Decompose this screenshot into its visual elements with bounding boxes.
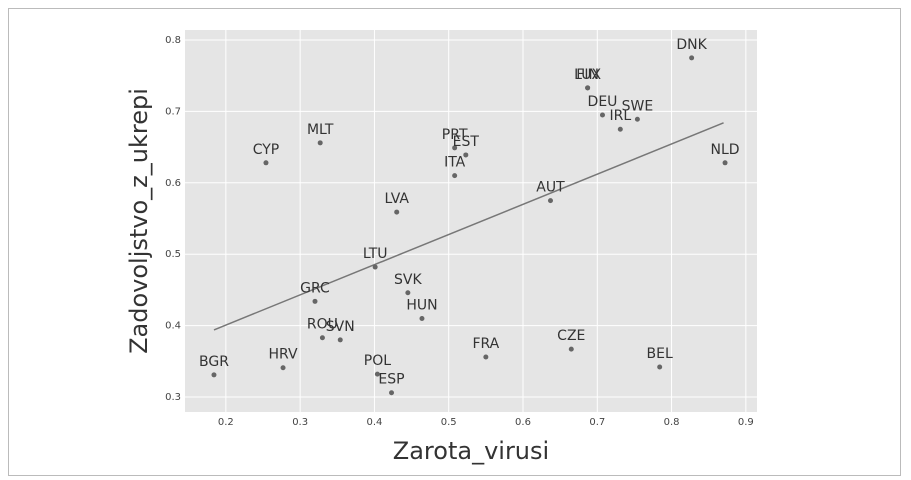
point [372, 264, 378, 270]
x-tick-label: 0.6 [515, 417, 531, 428]
point [394, 209, 400, 215]
point-label: IRL [609, 108, 631, 124]
point [317, 140, 323, 146]
point-label: SVK [394, 272, 422, 288]
x-tick-label: 0.3 [292, 417, 308, 428]
point-label: CZE [557, 328, 585, 344]
point-label: DEU [588, 94, 618, 110]
point [599, 112, 605, 118]
point-label: LUX [574, 67, 601, 83]
x-tick-label: 0.7 [589, 417, 605, 428]
y-tick-label: 0.6 [165, 178, 181, 189]
x-tick-label: 0.2 [218, 417, 234, 428]
point-label: LVA [384, 191, 409, 207]
grid [185, 30, 757, 412]
point [374, 371, 380, 377]
x-tick-label: 0.9 [738, 417, 754, 428]
point-label: FRA [472, 336, 499, 352]
y-tick-label: 0.8 [165, 35, 181, 46]
plot-background [185, 30, 757, 412]
point [547, 198, 553, 204]
point [211, 372, 217, 378]
point [657, 364, 663, 370]
x-tick-label: 0.8 [664, 417, 680, 428]
x-tick-label: 0.4 [366, 417, 382, 428]
frame [8, 8, 901, 476]
point-label: CYP [253, 142, 280, 158]
point [585, 85, 591, 91]
x-axis-label: Zarota_virusi [393, 437, 549, 465]
point-label: AUT [536, 180, 565, 196]
point-label: LTU [363, 246, 388, 262]
point-label: SWE [622, 98, 654, 114]
point [263, 160, 269, 166]
point [312, 298, 318, 304]
point [337, 337, 343, 343]
point-label: POL [364, 353, 391, 369]
point-label: PRT [442, 127, 468, 143]
point-label: FIN [576, 67, 599, 83]
y-axis-label: Zadovoljstvo_z_ukrepi [125, 88, 153, 354]
point [617, 126, 623, 132]
point [722, 160, 728, 166]
y-tick-label: 0.4 [165, 321, 181, 332]
point-label: BEL [647, 346, 673, 362]
point [389, 390, 395, 396]
point-label: ROU [307, 317, 338, 333]
point-label: DNK [676, 37, 707, 53]
point [689, 55, 695, 61]
point [463, 152, 469, 158]
point-label: MLT [307, 122, 334, 138]
trendline [213, 122, 724, 331]
point-label: HUN [406, 297, 437, 313]
y-tick-label: 0.7 [165, 106, 181, 117]
point-label: EST [453, 134, 480, 150]
point-label: HRV [269, 347, 298, 363]
point [405, 290, 411, 296]
point-label: BGR [199, 354, 229, 370]
point-label: SVN [326, 319, 355, 335]
y-tick-label: 0.5 [165, 249, 181, 260]
point-label: ITA [444, 155, 466, 171]
y-tick-label: 0.3 [165, 392, 181, 403]
point-label: GRC [300, 280, 330, 296]
point-label: NLD [711, 142, 740, 158]
point [452, 173, 458, 179]
point [419, 315, 425, 321]
point [452, 145, 458, 151]
point-label: ESP [378, 372, 404, 388]
point [280, 365, 286, 371]
x-tick-label: 0.5 [441, 417, 457, 428]
point [568, 346, 574, 352]
point [634, 116, 640, 122]
point [319, 335, 325, 341]
point [483, 354, 489, 360]
